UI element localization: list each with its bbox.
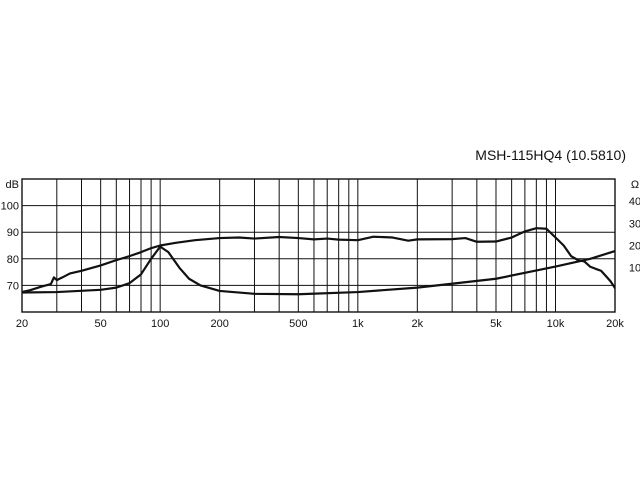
y-left-tick-label: 70 [7, 280, 19, 292]
x-tick-label: 200 [210, 318, 228, 330]
x-tick-label: 2k [412, 318, 424, 330]
y-right-tick-label: 10 [629, 263, 640, 275]
x-tick-label: 100 [151, 318, 169, 330]
y-right-tick-label: 30 [629, 218, 640, 230]
y-left-tick-label: 100 [1, 201, 19, 213]
y-left-unit-label: dB [6, 179, 19, 191]
y-left-tick-label: 80 [7, 254, 19, 266]
x-tick-label: 1k [352, 318, 364, 330]
x-tick-label: 20 [16, 318, 28, 330]
y-right-unit-label: Ω [631, 179, 639, 191]
impedance-curve [22, 245, 615, 296]
spl-response-curve [22, 227, 615, 294]
x-tick-label: 5k [490, 318, 502, 330]
y-left-tick-label: 90 [7, 227, 19, 239]
plot-frame [21, 178, 616, 313]
y-right-tick-label: 20 [629, 241, 640, 253]
x-tick-label: 10k [547, 318, 565, 330]
x-tick-label: 500 [289, 318, 307, 330]
chart-title: MSH-115HQ4 (10.5810) [475, 147, 626, 163]
x-tick-label: 20k [606, 318, 624, 330]
x-tick-label: 50 [95, 318, 107, 330]
y-right-tick-label: 40 [629, 196, 640, 208]
grid-lines [22, 179, 615, 312]
axis-labels: 20 50 100 200 500 1k 2k 5k 10k 20k 70 80 90 100 dB 10 20… [1, 179, 640, 330]
curves [22, 227, 615, 296]
